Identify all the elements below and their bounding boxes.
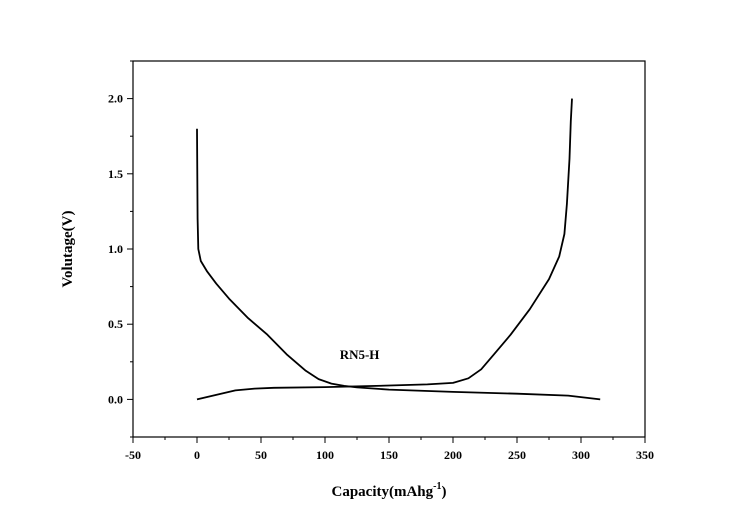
axis-ticks: -50 0 50 100 150 200 250 300 350 0.0 0.5 1.0 1.5 2.0 [108, 60, 654, 462]
x-tick-label: 200 [444, 448, 462, 462]
y-tick-label: 0.0 [108, 392, 123, 406]
y-tick-label: 1.5 [108, 167, 123, 181]
x-tick-label: 100 [316, 448, 334, 462]
series-group [196, 98, 601, 401]
x-tick-label: -50 [125, 448, 141, 462]
x-axis-title-close: ) [442, 484, 447, 500]
y-tick-label: 1.0 [108, 242, 123, 256]
y-tick-label: 0.5 [108, 317, 123, 331]
y-tick-label: 2.0 [108, 92, 123, 106]
curve-annotation: RN5-H [340, 347, 380, 362]
x-tick-label: 250 [508, 448, 526, 462]
x-axis-title-main: Capacity(mAhg [331, 484, 433, 500]
x-axis-title-superscript: -1 [433, 481, 441, 492]
y-axis-title: Volutage(V) [60, 211, 76, 288]
x-tick-label: 300 [572, 448, 590, 462]
x-tick-label: 350 [636, 448, 654, 462]
series-line-1 [196, 128, 601, 401]
plot-frame [132, 60, 646, 438]
plot-border [132, 60, 646, 438]
x-tick-label: 150 [380, 448, 398, 462]
x-tick-label: 50 [255, 448, 267, 462]
series-line-2 [196, 98, 573, 401]
x-axis-title: Capacity(mAhg-1) [331, 481, 446, 500]
x-tick-label: 0 [194, 448, 200, 462]
